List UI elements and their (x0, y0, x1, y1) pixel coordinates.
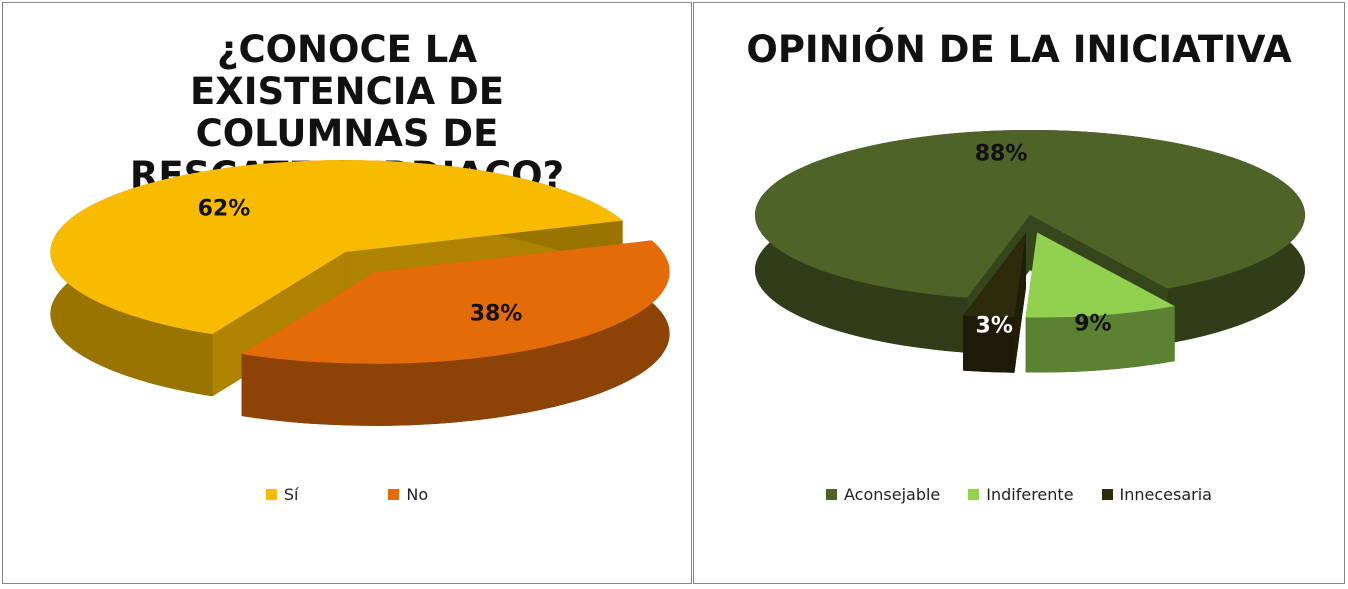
chart-panel: OPINIÓN DE LA INICIATIVA Aconsejable Indi… (693, 2, 1345, 584)
legend-swatch (388, 489, 400, 500)
data-label: 62% (198, 196, 251, 221)
legend: Aconsejable Indiferente Innecesaria (694, 485, 1344, 504)
chart-title: OPINIÓN DE LA INICIATIVA (746, 28, 1292, 71)
slice-side (963, 315, 1015, 373)
legend-label: Aconsejable (844, 485, 941, 504)
data-label: 9% (1074, 312, 1111, 337)
slice (50, 160, 623, 335)
legend-label: Indiferente (986, 485, 1074, 504)
data-label: 3% (976, 313, 1013, 338)
legend-item: Innecesaria (1101, 485, 1212, 504)
legend-swatch (826, 489, 837, 500)
legend-item: Sí (265, 485, 299, 504)
slice-side (1025, 306, 1175, 373)
legend-label: No (406, 485, 429, 504)
slice (241, 240, 670, 364)
legend-label: Sí (283, 485, 299, 504)
legend-label: Innecesaria (1119, 485, 1212, 504)
slice (963, 232, 1026, 318)
slice (1025, 232, 1175, 318)
legend-item: Aconsejable (826, 485, 940, 504)
legend-item: No (388, 485, 428, 504)
legend-swatch (968, 489, 980, 500)
data-label: 88% (975, 141, 1028, 166)
slice-side (241, 240, 670, 426)
legend-item: Indiferente (968, 485, 1074, 504)
legend-swatch (265, 489, 277, 500)
legend: Sí No (3, 485, 691, 504)
legend-swatch (1101, 489, 1113, 500)
data-label: 38% (470, 302, 523, 327)
slice (755, 130, 1306, 298)
